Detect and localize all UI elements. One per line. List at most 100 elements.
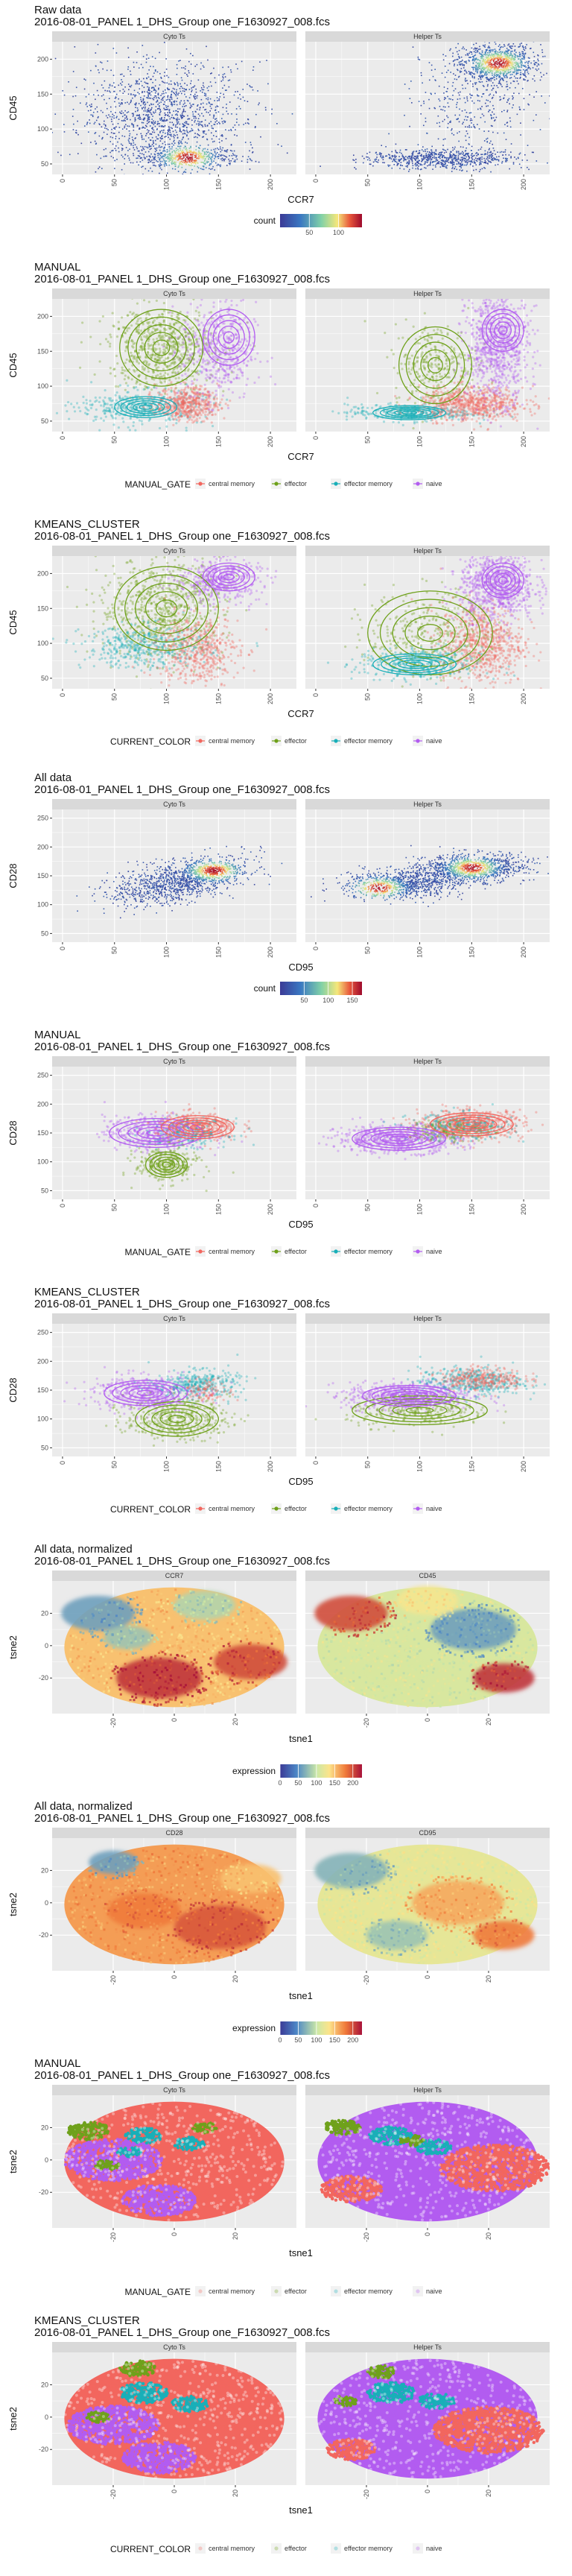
data-point (521, 87, 524, 89)
data-point (197, 344, 200, 347)
data-point (170, 336, 173, 339)
data-point (163, 42, 165, 43)
data-point (147, 101, 148, 104)
data-point (229, 155, 230, 157)
data-point (163, 327, 166, 330)
data-point (121, 79, 122, 80)
data-point (198, 150, 200, 152)
data-point (112, 136, 114, 139)
data-point (164, 117, 165, 119)
data-point (252, 66, 255, 68)
data-point (448, 106, 450, 108)
data-point (490, 67, 492, 69)
data-point (167, 133, 169, 135)
data-point (443, 86, 445, 88)
data-point (508, 49, 510, 51)
data-point (493, 113, 495, 116)
data-point (376, 157, 378, 158)
data-point (150, 344, 153, 347)
data-point (207, 97, 209, 99)
data-point (199, 153, 200, 154)
data-point (507, 49, 509, 51)
data-point (502, 67, 504, 69)
data-point (174, 372, 177, 376)
data-point (134, 117, 136, 119)
data-point (104, 80, 106, 82)
data-point (232, 154, 235, 156)
data-point (72, 108, 74, 110)
data-point (118, 98, 120, 100)
data-point (136, 146, 138, 148)
data-point (136, 329, 139, 332)
data-point (430, 92, 432, 95)
data-point (536, 62, 538, 63)
data-point (132, 346, 135, 349)
data-point (484, 153, 486, 155)
data-point (182, 136, 185, 138)
data-point (369, 160, 371, 161)
data-point (90, 110, 92, 111)
data-point (506, 125, 509, 127)
data-point (182, 67, 185, 69)
data-point (489, 110, 490, 111)
data-point (117, 123, 119, 124)
data-point (220, 154, 221, 157)
data-point (159, 356, 162, 359)
data-point (146, 111, 148, 113)
data-point (181, 159, 183, 160)
data-point (185, 156, 188, 158)
data-point (124, 388, 127, 391)
data-point (463, 97, 465, 99)
data-point (515, 70, 517, 72)
data-point (463, 65, 465, 66)
data-point (176, 89, 177, 91)
data-point (493, 57, 495, 59)
data-point (126, 112, 128, 113)
data-point (465, 153, 467, 154)
data-point (136, 161, 138, 163)
data-point (190, 104, 192, 106)
data-point (231, 175, 232, 177)
data-point (150, 157, 151, 158)
data-point (499, 44, 500, 45)
data-point (194, 338, 198, 341)
data-point (500, 64, 502, 66)
data-point (57, 151, 59, 154)
data-point (468, 156, 470, 158)
data-point (122, 92, 124, 94)
data-point (214, 158, 215, 160)
data-point (162, 352, 165, 355)
data-point (75, 130, 77, 131)
data-point (192, 115, 194, 117)
data-point (495, 43, 497, 45)
data-point (486, 56, 487, 58)
data-point (533, 41, 535, 42)
data-point (507, 72, 509, 74)
data-point (255, 113, 257, 116)
data-point (144, 101, 146, 103)
data-point (223, 160, 225, 162)
data-point (469, 73, 471, 75)
data-point (449, 121, 451, 123)
data-point (497, 86, 499, 89)
data-point (131, 312, 134, 316)
data-point (267, 83, 269, 85)
data-point (185, 96, 187, 98)
data-point (136, 124, 139, 127)
data-point (162, 336, 165, 339)
data-point (154, 139, 156, 142)
data-point (518, 69, 520, 71)
data-point (520, 122, 521, 124)
data-point (191, 341, 194, 344)
data-point (448, 159, 450, 161)
data-point (153, 319, 156, 322)
data-point (482, 45, 484, 46)
data-point (213, 160, 214, 162)
data-point (401, 155, 404, 157)
data-point (503, 98, 504, 100)
data-point (436, 162, 439, 164)
data-point (206, 139, 209, 141)
data-point (161, 157, 163, 159)
data-point (454, 155, 457, 157)
data-point (507, 99, 509, 101)
